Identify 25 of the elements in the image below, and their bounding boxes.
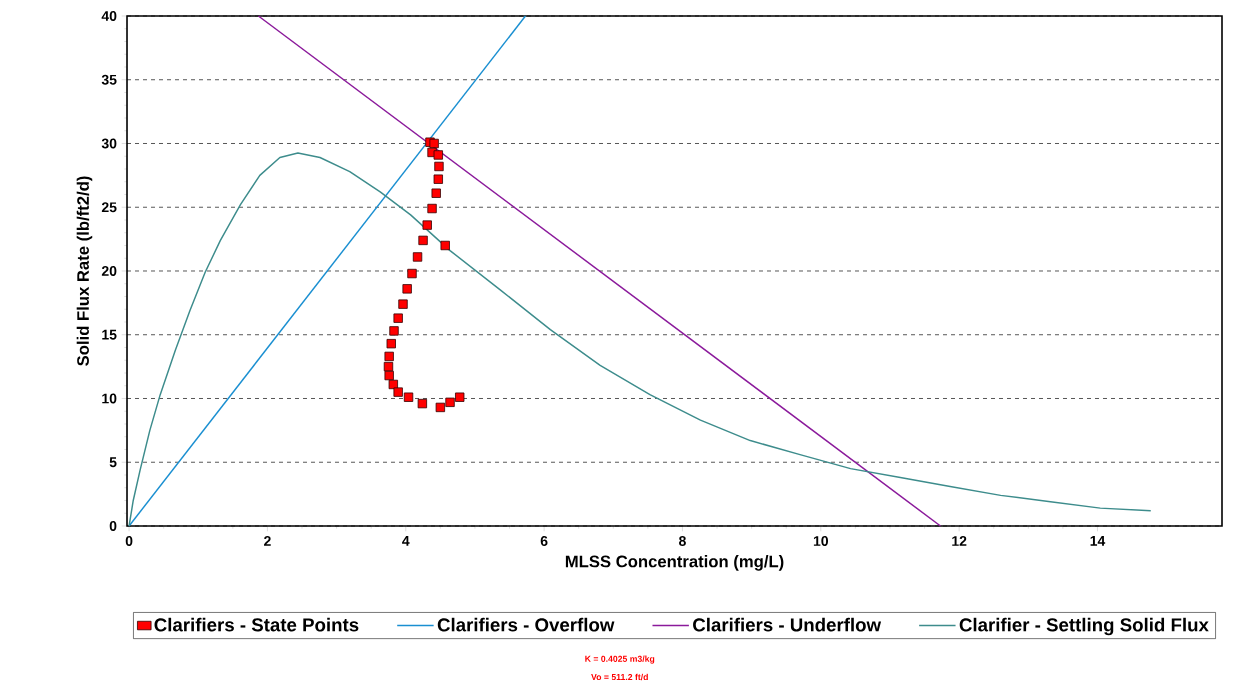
text: Vo = 511.2 ft/d [591, 673, 648, 681]
x-tick-label: 8 [679, 536, 686, 546]
y-tick-label: 30 [101, 138, 117, 149]
legend-label: Clarifier - Settling Solid Flux [959, 617, 1209, 636]
x-axis-title: MLSS Concentration (mg/L) [565, 555, 784, 571]
x-tick-label: 14 [1090, 536, 1106, 546]
text: K = 0.4025 m3/kg [585, 655, 655, 664]
y-tick-label: 0 [109, 521, 117, 531]
legend-label: Clarifiers - Overflow [437, 617, 615, 632]
x-tick-label: 2 [264, 536, 271, 546]
legend-label: Clarifiers - Underflow [693, 617, 882, 632]
x-tick-label: 6 [540, 536, 548, 546]
x-tick-label: 12 [952, 536, 967, 546]
y-tick-label: 15 [102, 329, 117, 340]
y-tick-label: 10 [102, 393, 117, 404]
x-tick-label: 4 [402, 536, 410, 546]
y-tick-label: 5 [109, 457, 117, 468]
y-tick-label: 25 [101, 202, 117, 213]
legend-label: Clarifiers - State Points [154, 617, 359, 632]
y-tick-label: 40 [101, 11, 117, 21]
x-tick-label: 10 [813, 536, 829, 546]
y-tick-label: 20 [101, 266, 117, 276]
y-tick-label: 35 [101, 74, 117, 85]
x-tick-label: 0 [125, 536, 133, 546]
y-axis-title: Solid Flux Rate (lb/ft2/d) [76, 176, 93, 366]
